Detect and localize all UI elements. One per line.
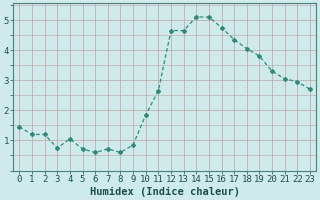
X-axis label: Humidex (Indice chaleur): Humidex (Indice chaleur)	[90, 186, 240, 197]
